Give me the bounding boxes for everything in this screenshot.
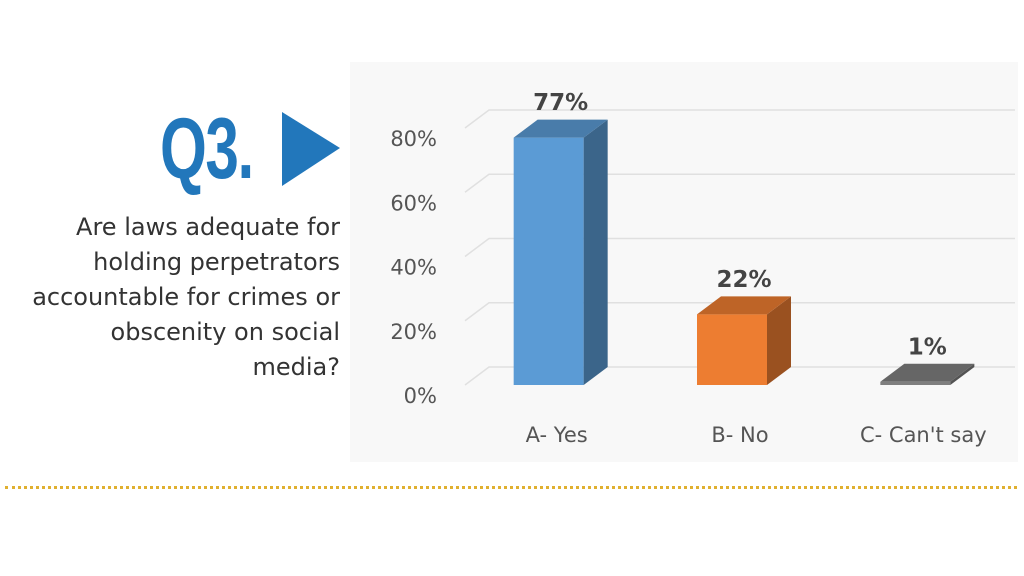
question-text: Are laws adequate for holding perpetrato… (32, 213, 340, 381)
y-tick-label: 20% (390, 320, 437, 344)
bar-front (880, 381, 951, 385)
grid-line (464, 173, 1015, 193)
bar-front (513, 137, 584, 385)
value-label: 22% (716, 267, 771, 293)
bar-top (880, 363, 975, 382)
y-tick-label: 60% (390, 191, 437, 215)
bar-side (950, 363, 975, 385)
y-tick-label: 0% (404, 384, 437, 408)
y-tick-label: 80% (390, 127, 437, 151)
y-tick-label: 40% (390, 256, 437, 280)
value-label: 77% (533, 90, 588, 116)
bar-side (583, 119, 608, 385)
question-number: Q3. (160, 101, 254, 197)
bar-side (767, 296, 791, 385)
divider (5, 486, 1017, 489)
arrow-icon (282, 112, 340, 186)
plot-background (350, 62, 1018, 462)
bar-top (697, 296, 791, 315)
grid-line (464, 302, 1015, 322)
grid-line (464, 237, 1015, 258)
bar-front (697, 314, 767, 385)
grid-line (464, 109, 1015, 129)
x-tick-label: B- No (711, 423, 768, 447)
grid-line (464, 366, 1015, 386)
value-label: 1% (908, 334, 947, 360)
bar-top (513, 119, 608, 138)
x-tick-label: C- Can't say (860, 423, 987, 447)
x-tick-label: A- Yes (526, 423, 588, 447)
